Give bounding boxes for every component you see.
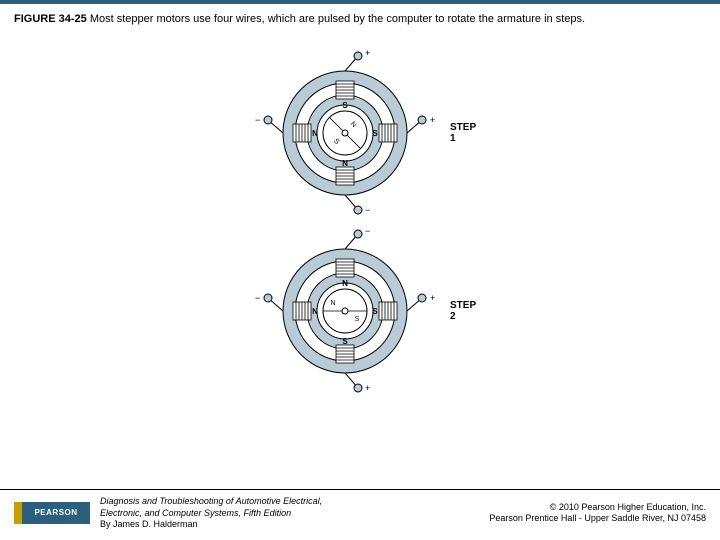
figure-text: Most stepper motors use four wires, whic…: [90, 13, 585, 25]
svg-text:−: −: [365, 205, 370, 215]
svg-text:−: −: [255, 293, 260, 303]
copyright-line1: © 2010 Pearson Higher Education, Inc.: [489, 502, 706, 513]
svg-text:N: N: [342, 279, 348, 288]
step1-label: STEP 1: [450, 122, 476, 144]
pole-right-label: S: [372, 129, 378, 138]
svg-text:+: +: [365, 48, 370, 58]
motor-step1: S N N S N S +: [245, 48, 475, 218]
book-line3: By James D. Halderman: [100, 519, 322, 530]
svg-text:+: +: [430, 115, 435, 125]
svg-text:S: S: [372, 307, 378, 316]
svg-text:S: S: [342, 337, 348, 346]
figure-caption: FIGURE 34-25 Most stepper motors use fou…: [0, 4, 720, 26]
pole-left-label: N: [312, 129, 318, 138]
stepper-motor-diagram: S N N S N S +: [0, 26, 720, 446]
pole-top-label: S: [342, 101, 348, 110]
svg-text:+: +: [365, 383, 370, 393]
motor-step2: N S N S N S − + −: [245, 226, 475, 396]
step2-label: STEP 2: [450, 300, 476, 322]
svg-text:N: N: [330, 300, 335, 307]
svg-text:−: −: [255, 115, 260, 125]
footer-right: © 2010 Pearson Higher Education, Inc. Pe…: [489, 502, 706, 525]
figure-number: FIGURE 34-25: [14, 13, 87, 25]
pearson-logo: PEARSON: [22, 502, 90, 524]
book-line1: Diagnosis and Troubleshooting of Automot…: [100, 496, 322, 507]
svg-text:−: −: [365, 226, 370, 236]
svg-text:S: S: [355, 316, 360, 323]
footer-left: PEARSON Diagnosis and Troubleshooting of…: [14, 496, 322, 530]
logo-accent: [14, 502, 22, 524]
copyright-line2: Pearson Prentice Hall - Upper Saddle Riv…: [489, 513, 706, 524]
svg-text:+: +: [430, 293, 435, 303]
svg-text:N: N: [312, 307, 318, 316]
pole-bottom-label: N: [342, 159, 348, 168]
book-line2: Electronic, and Computer Systems, Fifth …: [100, 508, 291, 518]
book-info: Diagnosis and Troubleshooting of Automot…: [100, 496, 322, 530]
footer: PEARSON Diagnosis and Troubleshooting of…: [0, 489, 720, 540]
